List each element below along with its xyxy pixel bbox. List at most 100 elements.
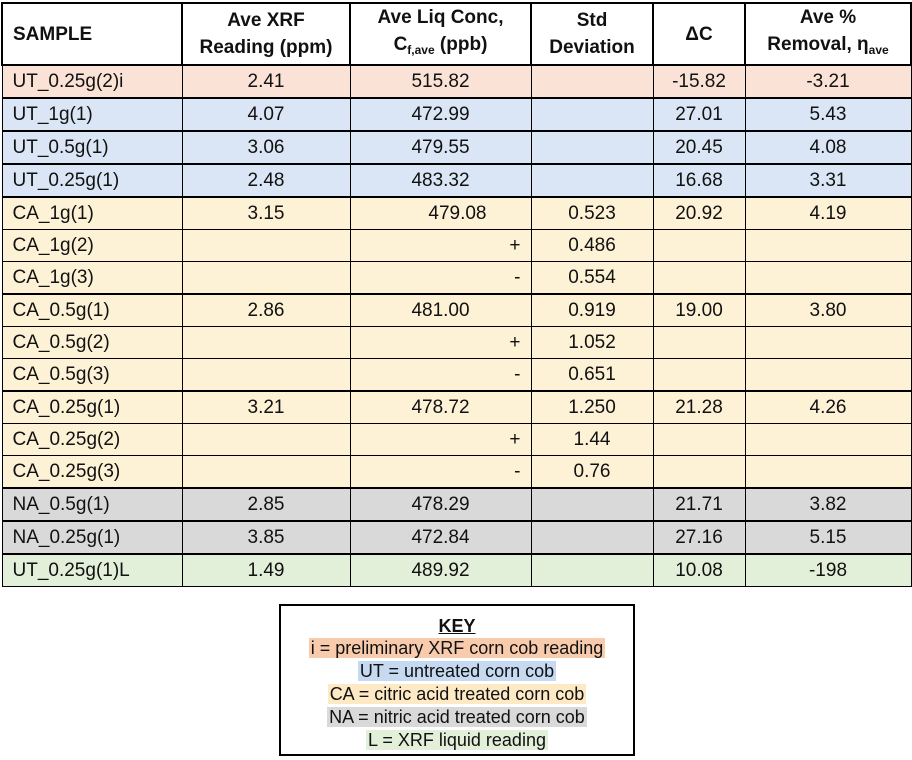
header-liq-conc: Ave Liq Conc, Cf,ave (ppb) — [349, 2, 532, 66]
table-row: CA_1g(3) - 0.554 — [1, 261, 912, 295]
cell-xrf — [181, 261, 351, 295]
cell-std: 1.250 — [530, 390, 654, 424]
cell-sign: + — [349, 229, 532, 262]
cell-dc: 19.00 — [652, 293, 746, 327]
cell-dc: 27.01 — [652, 97, 746, 132]
cell-liq: 489.92 — [349, 553, 532, 587]
cell-xrf: 2.48 — [181, 163, 351, 198]
cell-dc — [652, 229, 746, 262]
cell-liq: 479.08 — [349, 196, 532, 230]
cell-removal — [744, 229, 912, 262]
cell-sign: - — [349, 261, 532, 295]
cell-liq: 481.00 — [349, 293, 532, 327]
cell-std — [530, 487, 654, 522]
cell-sample: NA_0.25g(1) — [1, 520, 183, 555]
cell-xrf: 2.85 — [181, 487, 351, 522]
cell-sample: UT_0.5g(1) — [1, 130, 183, 165]
cell-removal — [744, 261, 912, 295]
cell-xrf: 4.07 — [181, 97, 351, 132]
cell-std: 0.554 — [530, 261, 654, 295]
cell-dc — [652, 358, 746, 392]
cell-removal: 5.43 — [744, 97, 912, 132]
cell-xrf: 3.85 — [181, 520, 351, 555]
table-row: NA_0.25g(1) 3.85 472.84 27.16 5.15 — [1, 520, 912, 555]
table-row: CA_0.25g(3) - 0.76 — [1, 455, 912, 489]
cell-dc: 20.45 — [652, 130, 746, 165]
cell-sample: CA_0.25g(1) — [1, 390, 183, 424]
cell-xrf — [181, 229, 351, 262]
cell-dc — [652, 423, 746, 456]
cell-dc: 16.68 — [652, 163, 746, 198]
cell-sample: CA_0.25g(2) — [1, 423, 183, 456]
cell-xrf — [181, 358, 351, 392]
cell-xrf: 2.86 — [181, 293, 351, 327]
cell-xrf — [181, 326, 351, 359]
header-xrf: Ave XRF Reading (ppm) — [181, 2, 351, 66]
cell-liq: 472.84 — [349, 520, 532, 555]
cell-sample: UT_1g(1) — [1, 97, 183, 132]
cell-sample: CA_1g(3) — [1, 261, 183, 295]
cell-std — [530, 130, 654, 165]
table-row: UT_1g(1) 4.07 472.99 27.01 5.43 — [1, 97, 912, 132]
cell-removal: 3.82 — [744, 487, 912, 522]
cell-liq: 478.72 — [349, 390, 532, 424]
key-title: KEY — [438, 616, 476, 636]
cell-xrf: 1.49 — [181, 553, 351, 587]
cell-removal — [744, 423, 912, 456]
cell-liq: 478.29 — [349, 487, 532, 522]
cell-removal — [744, 358, 912, 392]
table-row: CA_0.25g(2) + 1.44 — [1, 423, 912, 456]
cell-removal: 4.26 — [744, 390, 912, 424]
cell-sample: UT_0.25g(1) — [1, 163, 183, 198]
cell-dc — [652, 326, 746, 359]
key-legend: KEY i = preliminary XRF corn cob reading… — [279, 604, 635, 756]
cell-sample: CA_0.5g(1) — [1, 293, 183, 327]
cell-dc: 21.28 — [652, 390, 746, 424]
cell-sign: + — [349, 326, 532, 359]
cell-removal — [744, 326, 912, 359]
cell-std: 0.523 — [530, 196, 654, 230]
cell-removal: 5.15 — [744, 520, 912, 555]
cell-std — [530, 97, 654, 132]
cell-removal: -198 — [744, 553, 912, 587]
key-line-preliminary: i = preliminary XRF corn cob reading — [308, 638, 606, 658]
key-line-untreated: UT = untreated corn cob — [357, 661, 557, 681]
cell-removal: 4.19 — [744, 196, 912, 230]
cell-sample: CA_1g(1) — [1, 196, 183, 230]
cell-sign: - — [349, 455, 532, 489]
table-row: CA_1g(1) 3.15 479.08 0.523 20.92 4.19 — [1, 196, 912, 230]
table-row: CA_1g(2) + 0.486 — [1, 229, 912, 262]
cell-sample: UT_0.25g(2)i — [1, 64, 183, 99]
cell-std: 1.44 — [530, 423, 654, 456]
key-line-liquid: L = XRF liquid reading — [366, 730, 548, 750]
cell-std — [530, 64, 654, 99]
cell-removal: 3.80 — [744, 293, 912, 327]
table-row: CA_0.5g(3) - 0.651 — [1, 358, 912, 392]
header-removal: Ave % Removal, ηave — [744, 2, 912, 66]
cell-dc — [652, 261, 746, 295]
key-line-citric: CA = citric acid treated corn cob — [327, 684, 587, 704]
cell-dc: 10.08 — [652, 553, 746, 587]
cell-dc: 27.16 — [652, 520, 746, 555]
key-line-nitric: NA = nitric acid treated corn cob — [327, 707, 587, 727]
table-row: UT_0.5g(1) 3.06 479.55 20.45 4.08 — [1, 130, 912, 165]
cell-xrf: 3.06 — [181, 130, 351, 165]
cell-sign: - — [349, 358, 532, 392]
cell-liq: 479.55 — [349, 130, 532, 165]
cell-sign: + — [349, 423, 532, 456]
cell-std — [530, 520, 654, 555]
table-row: UT_0.25g(1) 2.48 483.32 16.68 3.31 — [1, 163, 912, 198]
cell-removal: -3.21 — [744, 64, 912, 99]
results-table: SAMPLE Ave XRF Reading (ppm) Ave Liq Conc… — [1, 2, 912, 587]
cell-std: 1.052 — [530, 326, 654, 359]
cell-std: 0.76 — [530, 455, 654, 489]
cell-xrf: 2.41 — [181, 64, 351, 99]
cell-dc: 20.92 — [652, 196, 746, 230]
cell-std: 0.651 — [530, 358, 654, 392]
cell-sample: CA_0.5g(3) — [1, 358, 183, 392]
header-row: SAMPLE Ave XRF Reading (ppm) Ave Liq Conc… — [1, 2, 912, 66]
table-row: NA_0.5g(1) 2.85 478.29 21.71 3.82 — [1, 487, 912, 522]
cell-sample: UT_0.25g(1)L — [1, 553, 183, 587]
cell-liq: 472.99 — [349, 97, 532, 132]
header-sample: SAMPLE — [1, 2, 183, 66]
